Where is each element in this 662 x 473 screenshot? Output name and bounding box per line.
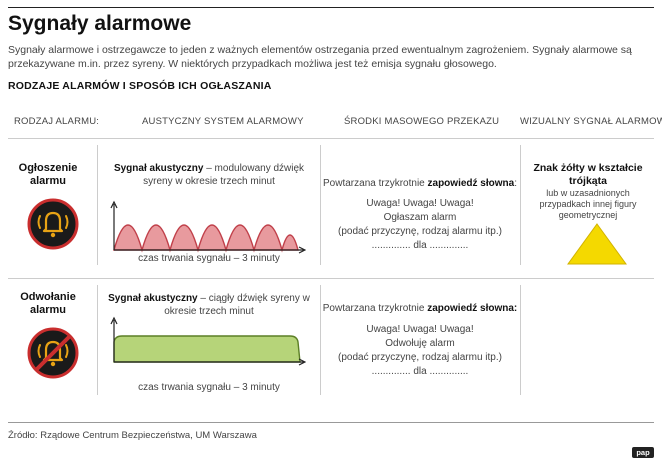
row-divider bbox=[8, 278, 654, 279]
announcement-colon: : bbox=[514, 178, 517, 189]
col-divider bbox=[320, 285, 321, 395]
col-header-media: ŚRODKI MASOWEGO PRZEKAZU bbox=[344, 116, 500, 127]
signal-title: Sygnał akustyczny bbox=[113, 163, 204, 174]
section-heading: RODZAJE ALARMÓW I SPOSÓB ICH OGŁASZANIA bbox=[8, 80, 272, 92]
announcement-line: .............. dla .............. bbox=[371, 240, 469, 251]
visual-signal-title: Znak żółty w kształcie trójkąta bbox=[533, 162, 643, 187]
signal-detail: – modulowany dźwięk syreny w okresie trz… bbox=[143, 163, 305, 187]
yellow-triangle-icon bbox=[566, 222, 628, 271]
row-label-alarm: Ogłoszenie alarmu bbox=[18, 162, 78, 187]
modulated-wave-diagram bbox=[106, 200, 307, 261]
announcement-keyword: zapowiedź słowna: bbox=[427, 303, 518, 314]
bell-off-icon bbox=[27, 327, 79, 384]
col-header-acoustic: AUSTYCZNY SYSTEM ALARMOWY bbox=[142, 116, 304, 127]
col-divider bbox=[320, 145, 321, 265]
announcement-line: .............. dla .............. bbox=[371, 366, 469, 377]
intro-text: Sygnały alarmowe i ostrzegawcze to jeden… bbox=[8, 44, 632, 70]
announcement-line: Odwołuję alarm bbox=[385, 338, 455, 349]
announcement-keyword: zapowiedź słowna bbox=[427, 178, 515, 189]
bell-alarm-icon bbox=[27, 198, 79, 255]
announcement-lines: Uwaga! Uwaga! Uwaga! Odwołuję alarm (pod… bbox=[322, 323, 518, 379]
duration-label: czas trwania sygnału – 3 minuty bbox=[138, 253, 280, 264]
signal-title: Sygnał akustyczny bbox=[108, 293, 198, 304]
col-header-visual: WIZUALNY SYGNAŁ ALARMOWY bbox=[520, 116, 662, 127]
announcement-line: (podać przyczynę, rodzaj alarmu itp.) bbox=[338, 352, 502, 363]
visual-signal-note: lub w uzasadnionych przypadkach innej fi… bbox=[539, 188, 637, 220]
col-divider bbox=[520, 145, 521, 265]
signal-detail: – ciągły dźwięk syreny w okresie trzech … bbox=[164, 293, 310, 317]
page-title: Sygnały alarmowe bbox=[8, 12, 192, 35]
signal-description: Sygnał akustyczny – modulowany dźwięk sy… bbox=[104, 162, 314, 188]
col-divider bbox=[97, 145, 98, 265]
announcement-line: (podać przyczynę, rodzaj alarmu itp.) bbox=[338, 226, 502, 237]
announcement-intro-text: Powtarzana trzykrotnie bbox=[323, 178, 425, 189]
footer-rule bbox=[8, 422, 654, 423]
announcement-line: Ogłaszam alarm bbox=[383, 212, 457, 223]
announcement-lines: Uwaga! Uwaga! Uwaga! Ogłaszam alarm (pod… bbox=[322, 197, 518, 253]
announcement-line: Uwaga! Uwaga! Uwaga! bbox=[366, 198, 474, 209]
duration-label: czas trwania sygnału – 3 minuty bbox=[138, 382, 280, 393]
announcement-intro: Powtarzana trzykrotnie zapowiedź słowna: bbox=[322, 302, 518, 316]
announcement-line: Uwaga! Uwaga! Uwaga! bbox=[366, 324, 474, 335]
announcement-intro-text: Powtarzana trzykrotnie bbox=[322, 303, 425, 314]
header-divider bbox=[8, 138, 654, 139]
top-rule bbox=[8, 7, 654, 8]
col-header-type: RODZAJ ALARMU: bbox=[14, 116, 100, 127]
continuous-signal-diagram bbox=[106, 316, 307, 371]
col-divider bbox=[520, 285, 521, 395]
col-divider bbox=[97, 285, 98, 395]
source-note: Źródło: Rządowe Centrum Bezpieczeństwa, … bbox=[8, 430, 257, 441]
pap-logo: pap bbox=[632, 447, 654, 458]
row-label-cancel: Odwołanie alarmu bbox=[20, 291, 76, 316]
signal-description: Sygnał akustyczny – ciągły dźwięk syreny… bbox=[104, 292, 314, 318]
announcement-intro: Powtarzana trzykrotnie zapowiedź słowna: bbox=[322, 177, 518, 191]
